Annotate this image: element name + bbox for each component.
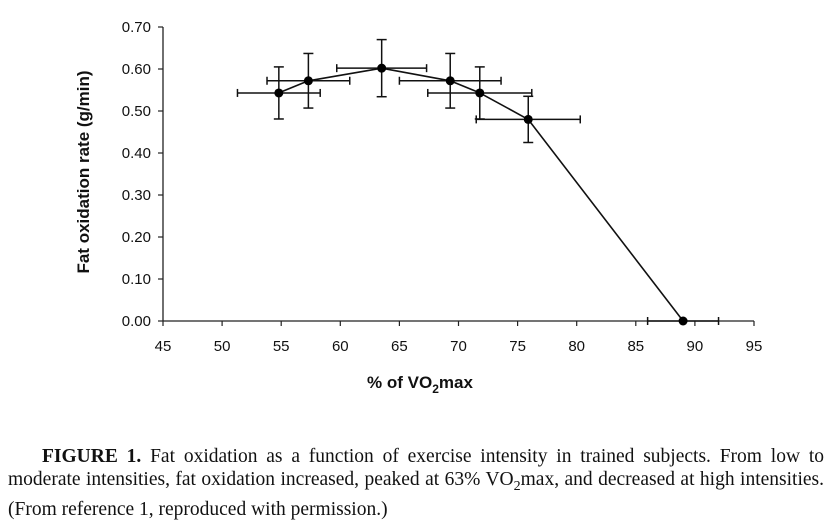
data-point [445,76,455,86]
data-series [274,63,688,326]
y-tick-label: 0.40 [122,145,151,162]
x-axis-ticks: 45 50 55 60 65 70 75 80 85 90 95 [155,321,763,355]
x-tick-label: 95 [746,338,763,355]
x-tick-label: 75 [509,338,526,355]
y-tick-label: 0.60 [122,61,151,78]
x-tick-label: 60 [332,338,349,355]
y-tick-label: 0.30 [122,187,151,204]
y-tick-label: 0.20 [122,229,151,246]
y-axis-ticks: 0.00 0.10 0.20 0.30 0.40 0.50 0.60 0.70 [122,19,163,330]
y-tick-label: 0.00 [122,313,151,330]
x-tick-label: 55 [273,338,290,355]
data-point [523,114,533,124]
y-axis-label: Fat oxidation rate (g/min) [74,70,93,273]
series-line [278,67,684,322]
y-tick-label: 0.10 [122,271,151,288]
x-tick-label: 90 [687,338,704,355]
figure-label: FIGURE 1. [42,446,142,467]
x-tick-label: 70 [450,338,467,355]
caption-text-1: Fat oxidation as a function of exercise … [8,446,824,490]
x-tick-label: 85 [627,338,644,355]
data-point [377,63,387,73]
y-tick-label: 0.50 [122,103,151,120]
x-tick-label: 45 [155,338,172,355]
data-point [274,88,284,98]
x-tick-label: 65 [391,338,408,355]
x-tick-label: 80 [568,338,585,355]
x-axis-label: % of VO2max [367,373,473,396]
x-axis-label-part1: % of VO [367,373,432,392]
caption-text-2: max, and decreased at high intensities. … [8,469,825,520]
x-axis-label-sub: 2 [432,382,439,396]
data-point [475,88,485,98]
data-point [678,316,688,326]
y-tick-label: 0.70 [122,19,151,36]
figure-caption: FIGURE 1. Fat oxidation as a function of… [8,445,824,521]
axes [162,27,754,322]
x-tick-label: 50 [214,338,231,355]
x-axis-label-part2: max [439,373,474,392]
fat-oxidation-chart: 45 50 55 60 65 70 75 80 85 90 95 0.000.100.200.300… [74,19,763,396]
caption-subscript: 2 [513,478,521,494]
data-point [303,76,313,86]
